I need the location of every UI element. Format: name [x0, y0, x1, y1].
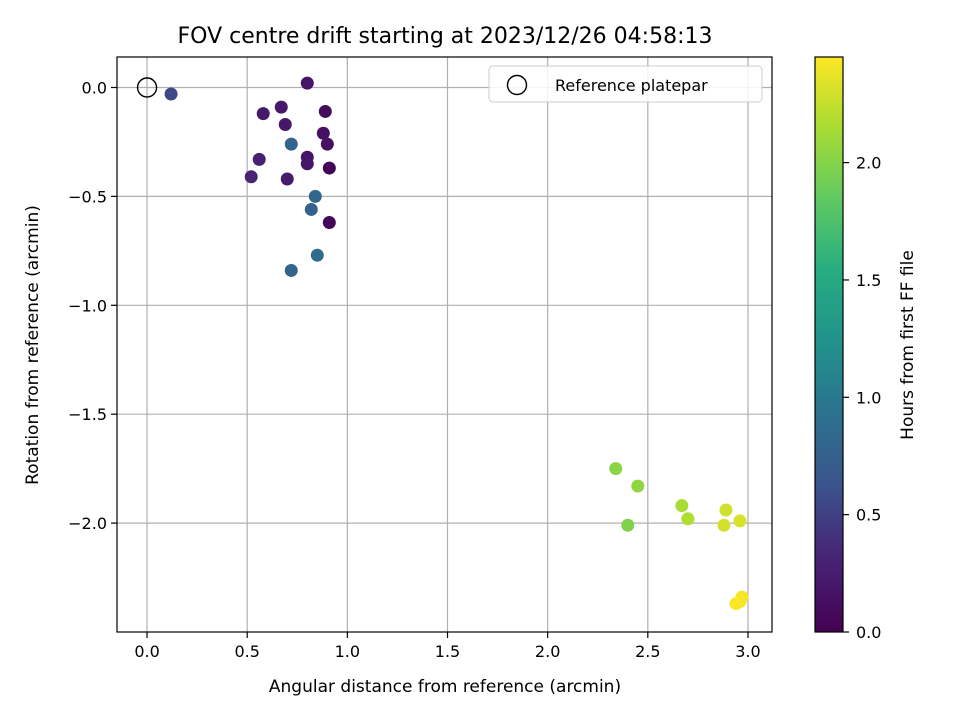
data-point: [631, 479, 645, 493]
legend: Reference platepar: [488, 65, 763, 103]
colorbar-label: Hours from first FF file: [898, 250, 918, 440]
data-point: [274, 100, 288, 114]
colorbar-tick-label: 2.0: [856, 154, 881, 173]
plot-frame: [116, 56, 773, 633]
colorbar-gradient: [814, 56, 844, 633]
legend-marker-open-circle: [506, 74, 528, 96]
data-point: [320, 137, 334, 151]
colorbar-tick-label: 1.0: [856, 388, 881, 407]
data-point: [729, 597, 743, 611]
data-point: [318, 104, 332, 118]
chart-title: FOV centre drift starting at 2023/12/26 …: [178, 24, 713, 49]
y-tick-label: −1.0: [68, 296, 107, 315]
colorbar-tick-label: 1.5: [856, 271, 881, 290]
data-point: [284, 137, 298, 151]
data-point: [609, 462, 623, 476]
data-point: [244, 170, 258, 184]
data-point: [304, 202, 318, 216]
y-tick-label: −1.5: [68, 405, 107, 424]
y-tick-label: 0.0: [82, 78, 107, 97]
x-axis-ticks: 0.0 0.5 1.0 1.5 2.0 2.5 3.0: [134, 632, 761, 661]
data-point: [675, 499, 689, 513]
colorbar-tick-label: 0.5: [856, 506, 881, 525]
x-tick-label: 3.0: [735, 642, 760, 661]
data-point: [284, 263, 298, 277]
data-point: [164, 87, 178, 101]
x-tick-label: 2.0: [535, 642, 560, 661]
data-point: [310, 248, 324, 262]
colorbar: 0.0 0.5 1.0 1.5 2.0 Hours from first FF file: [814, 56, 918, 642]
x-tick-label: 0.0: [134, 642, 159, 661]
x-tick-label: 1.0: [335, 642, 360, 661]
x-tick-label: 0.5: [234, 642, 259, 661]
data-point: [280, 172, 294, 186]
reference-point: [136, 77, 158, 98]
y-tick-label: −2.0: [68, 514, 107, 533]
data-point: [717, 518, 731, 532]
x-axis-label: Angular distance from reference (arcmin): [269, 677, 621, 697]
data-point: [300, 76, 314, 90]
data-point: [308, 189, 322, 203]
data-point: [322, 216, 336, 230]
data-point: [621, 518, 635, 532]
data-point: [316, 126, 330, 140]
data-point: [278, 118, 292, 132]
colorbar-tick-label: 0.0: [856, 623, 881, 642]
data-point: [719, 503, 733, 517]
y-axis-ticks: 0.0 −0.5 −1.0 −1.5 −2.0: [68, 78, 117, 533]
legend-box: [488, 65, 763, 103]
data-point: [733, 514, 747, 528]
x-tick-label: 1.5: [435, 642, 460, 661]
plot-grid: [117, 57, 772, 632]
colorbar-ticks: 0.0 0.5 1.0 1.5 2.0: [843, 154, 881, 642]
x-tick-label: 2.5: [635, 642, 660, 661]
legend-label: Reference platepar: [555, 76, 708, 95]
data-point: [300, 157, 314, 171]
data-point: [322, 161, 336, 175]
reference-marker: [136, 77, 158, 98]
y-axis-label: Rotation from reference (arcmin): [23, 205, 43, 485]
data-points: [164, 76, 749, 611]
data-point: [681, 512, 695, 526]
data-point: [256, 107, 270, 121]
y-tick-label: −0.5: [68, 187, 107, 206]
data-point: [252, 152, 266, 166]
